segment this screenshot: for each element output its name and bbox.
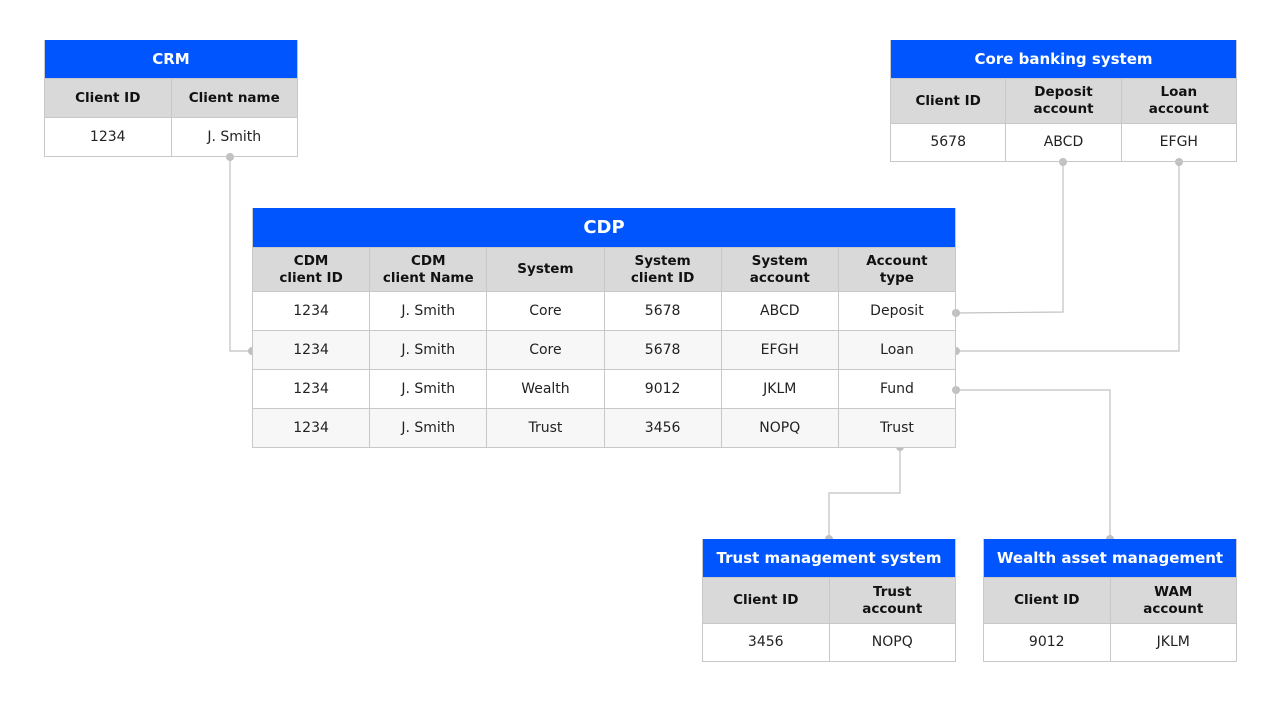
column-header: Account type [837, 248, 955, 291]
table-cell: 3456 [747, 634, 784, 650]
column-header: Deposit account [1005, 79, 1120, 123]
table-cell: 3456 [603, 409, 721, 447]
column-header: System [486, 248, 603, 291]
connector-dot [952, 309, 960, 317]
table-row: 1234 J. Smith Core 5678 ABCD Deposit [253, 291, 955, 330]
table-cell: 1234 [293, 302, 329, 319]
header-row: Client ID WAM account [984, 577, 1236, 623]
connector-fund-wam [956, 389, 1111, 539]
table-cell: J. Smith [170, 118, 298, 156]
table-title: Wealth asset management [984, 539, 1236, 577]
table-cell: Core [486, 331, 603, 369]
table-cell: JKLM [720, 370, 838, 408]
column-header: System account [720, 248, 838, 291]
column-header: CDM client ID [279, 252, 343, 286]
table-cell: ABCD [1005, 124, 1120, 161]
connector-dot [1059, 158, 1067, 166]
connector-crm-cdp [229, 157, 252, 352]
table-cell: Trust [837, 409, 955, 447]
column-header: Trust account [828, 578, 956, 623]
table-cell: Trust [486, 409, 603, 447]
table-row: 5678 ABCD EFGH [891, 123, 1236, 161]
table-title: Core banking system [891, 40, 1236, 78]
table-cell: Fund [837, 370, 955, 408]
table-row: 9012 JKLM [984, 623, 1236, 661]
connector-dot [1175, 158, 1183, 166]
table-title: Trust management system [703, 539, 955, 577]
header-row: Client ID Client name [45, 78, 297, 117]
table-row: 1234 J. Smith Wealth 9012 JKLM Fund [253, 369, 955, 408]
column-header: Client ID [733, 592, 799, 608]
table-cell: J. Smith [369, 292, 486, 330]
table-cell: Wealth [486, 370, 603, 408]
table-cell: J. Smith [369, 331, 486, 369]
crm-table: CRM Client ID Client name 1234 J. Smith [44, 40, 298, 157]
table-cell: NOPQ [828, 624, 956, 661]
column-header: Client ID [75, 89, 141, 106]
core-banking-table: Core banking system Client ID Deposit acco… [890, 40, 1237, 162]
connector-deposit-core [955, 162, 1064, 314]
column-header: Client ID [1014, 592, 1080, 608]
column-header: Client ID [915, 92, 981, 109]
connector-trust-tms [828, 447, 901, 539]
table-cell: J. Smith [369, 370, 486, 408]
table-row: 3456 NOPQ [703, 623, 955, 661]
table-row: 1234 J. Smith Trust 3456 NOPQ Trust [253, 408, 955, 447]
table-cell: JKLM [1109, 624, 1237, 661]
table-cell: 1234 [293, 419, 329, 436]
wealth-asset-management-table: Wealth asset management Client ID WAM acco… [983, 539, 1237, 662]
table-title: CRM [45, 40, 297, 78]
table-cell: EFGH [1120, 124, 1236, 161]
table-cell: EFGH [720, 331, 838, 369]
table-cell: 5678 [930, 134, 966, 150]
table-cell: Core [486, 292, 603, 330]
connector-dot [226, 153, 234, 161]
table-cell: 9012 [603, 370, 721, 408]
column-header: WAM account [1109, 578, 1237, 623]
table-cell: 9012 [1028, 634, 1065, 650]
connector-dot [952, 386, 960, 394]
table-cell: 1234 [293, 341, 329, 358]
table-cell: 1234 [293, 380, 329, 397]
column-header: Loan account [1120, 79, 1236, 123]
table-cell: ABCD [720, 292, 838, 330]
column-header: Client name [170, 79, 298, 117]
header-row: CDM client ID CDM client Name System System… [253, 247, 955, 291]
table-row: 1234 J. Smith [45, 117, 297, 156]
table-cell: Deposit [837, 292, 955, 330]
column-header: CDM client Name [369, 248, 486, 291]
cdp-table: CDP CDM client ID CDM client Name System Sys… [252, 208, 956, 448]
trust-management-table: Trust management system Client ID Trust ac… [702, 539, 956, 662]
table-cell: 5678 [603, 292, 721, 330]
header-row: Client ID Deposit account Loan account [891, 78, 1236, 123]
column-header: System client ID [603, 248, 721, 291]
table-cell: 5678 [603, 331, 721, 369]
table-cell: Loan [837, 331, 955, 369]
table-cell: J. Smith [369, 409, 486, 447]
connector-loan-core [956, 162, 1180, 352]
table-row: 1234 J. Smith Core 5678 EFGH Loan [253, 330, 955, 369]
table-cell: NOPQ [720, 409, 838, 447]
table-title: CDP [253, 208, 955, 247]
header-row: Client ID Trust account [703, 577, 955, 623]
table-cell: 1234 [89, 128, 126, 145]
